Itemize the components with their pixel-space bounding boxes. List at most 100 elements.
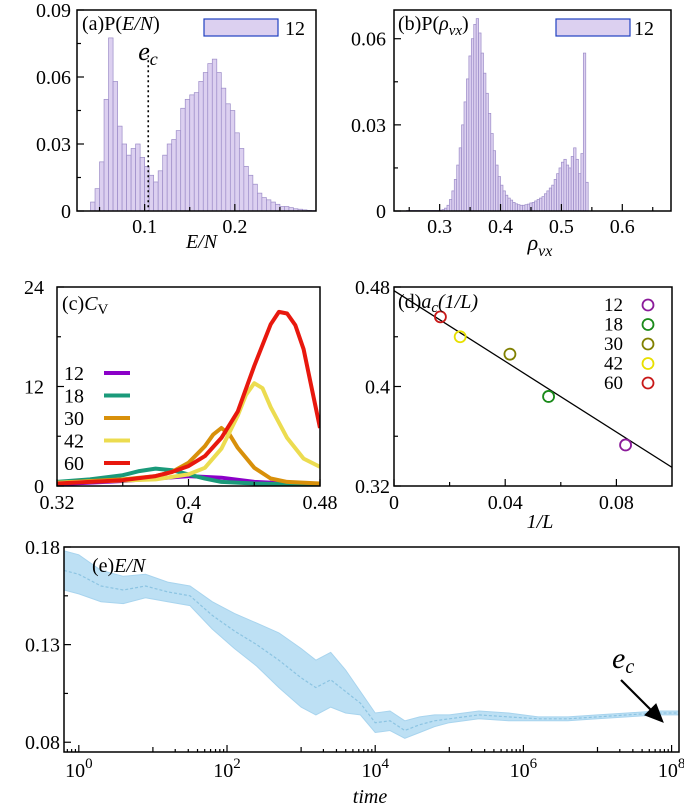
histogram-bar bbox=[451, 190, 455, 212]
y-tick-label: 0 bbox=[376, 201, 386, 223]
histogram-bar bbox=[570, 156, 574, 212]
x-axis-label: time bbox=[353, 786, 388, 808]
panel-a: ec 0 0.03 0.06 0.09 0.1 0.2E/N (a)P(E/N) 12 bbox=[36, 0, 317, 253]
histogram-bar bbox=[252, 183, 258, 212]
x-tick-label: 0.3 bbox=[427, 216, 452, 238]
histogram-bar bbox=[275, 203, 281, 212]
panel-title: (d)ac(1/L) bbox=[398, 291, 478, 316]
mean-line bbox=[63, 569, 679, 732]
histogram-bar bbox=[509, 199, 514, 212]
histogram-bar bbox=[563, 158, 567, 212]
histogram-bar bbox=[475, 18, 479, 212]
histogram-bar bbox=[541, 196, 545, 212]
histogram-bar bbox=[189, 94, 195, 212]
histogram-bar bbox=[507, 197, 511, 212]
histogram-bar bbox=[575, 158, 579, 212]
histogram-bar bbox=[243, 165, 249, 212]
x-tick-label: 0.04 bbox=[488, 492, 523, 514]
histogram-bar bbox=[466, 78, 470, 212]
x-tick-label: 0.32 bbox=[40, 492, 75, 514]
y-tick-label: 0.09 bbox=[36, 0, 71, 22]
legend-swatch bbox=[555, 18, 631, 37]
histogram-bar bbox=[94, 188, 100, 212]
histogram-bar bbox=[166, 143, 173, 212]
y-tick-label: 0.03 bbox=[351, 115, 386, 137]
histogram-bar bbox=[453, 179, 458, 212]
histogram-bar bbox=[519, 204, 523, 212]
histogram-bar bbox=[157, 170, 164, 212]
series-line-42 bbox=[57, 381, 320, 485]
histogram-bar bbox=[261, 197, 267, 212]
histogram-bar bbox=[492, 150, 497, 212]
legend-label: 60 bbox=[604, 373, 623, 394]
histogram-bar bbox=[126, 154, 132, 212]
x-axis-label: E/N bbox=[185, 231, 219, 253]
histogram-bar bbox=[238, 148, 245, 212]
histogram-bar bbox=[198, 81, 204, 212]
histogram-bar bbox=[480, 52, 484, 212]
panel-e: 0.08 0.13 0.18 100 102 104 106 108 time (e)E/N ec bbox=[25, 537, 684, 808]
y-tick-label: 0.06 bbox=[351, 29, 386, 51]
ec-arrow-shaft bbox=[620, 679, 656, 715]
histogram-bar bbox=[473, 24, 477, 212]
series-line-18 bbox=[57, 466, 320, 486]
y-tick-label: 0.08 bbox=[25, 732, 60, 754]
plot-frame bbox=[393, 9, 672, 212]
histogram-bar bbox=[99, 161, 105, 212]
panel-title: (c)CV bbox=[62, 293, 109, 318]
legend-label: 30 bbox=[64, 408, 84, 430]
legend-marker-12 bbox=[641, 298, 655, 312]
data-point-42 bbox=[453, 330, 467, 344]
histogram-bar bbox=[539, 197, 543, 212]
histogram-bar bbox=[580, 153, 584, 212]
histogram-bar bbox=[548, 187, 553, 212]
histogram-bar bbox=[266, 199, 272, 212]
histogram-bar bbox=[573, 147, 577, 212]
y-tick-label: 0 bbox=[61, 201, 71, 223]
histogram-bar bbox=[144, 165, 150, 212]
y-tick-label: 0 bbox=[34, 476, 44, 498]
ec-annotation: ec bbox=[612, 642, 634, 678]
histogram-bar bbox=[135, 143, 141, 212]
histogram-bar bbox=[517, 204, 521, 212]
histogram-bar bbox=[171, 139, 177, 212]
histogram-bar bbox=[130, 148, 136, 212]
y-tick-label: 0.32 bbox=[355, 476, 390, 498]
histogram-bar bbox=[468, 55, 472, 212]
histogram-bar bbox=[225, 103, 231, 212]
x-tick-label: 0 bbox=[389, 492, 399, 514]
ec-annotation: ec bbox=[138, 37, 158, 69]
histogram-bar bbox=[568, 167, 572, 212]
histogram-bar bbox=[578, 173, 582, 212]
histogram-bar bbox=[216, 72, 222, 212]
histogram-bar bbox=[470, 38, 475, 212]
histogram-bar bbox=[162, 154, 168, 212]
histogram-bar bbox=[112, 81, 118, 212]
histogram-bar bbox=[270, 201, 276, 212]
x-tick-label: 104 bbox=[361, 756, 389, 782]
fit-line bbox=[394, 290, 672, 468]
histogram-bar bbox=[153, 181, 159, 212]
legend-marker-18 bbox=[641, 318, 655, 331]
legend-marker-42 bbox=[641, 357, 655, 370]
histogram-bar bbox=[458, 147, 462, 212]
histogram-bar bbox=[495, 164, 499, 212]
histogram-bar bbox=[478, 32, 482, 212]
histogram-bar bbox=[483, 72, 487, 212]
histogram-bar bbox=[446, 204, 450, 212]
data-point-30 bbox=[503, 347, 517, 361]
y-tick-label: 0.18 bbox=[25, 537, 60, 559]
histogram-bar bbox=[556, 173, 560, 212]
legend-label: 18 bbox=[64, 386, 84, 408]
histogram-bar bbox=[505, 194, 509, 212]
series-group bbox=[57, 309, 320, 486]
histogram-bar bbox=[534, 200, 538, 212]
histogram-bar bbox=[202, 72, 209, 212]
x-tick-label: 0.2 bbox=[222, 216, 247, 238]
histogram-bar bbox=[139, 157, 145, 212]
legend-label: 12 bbox=[604, 295, 623, 316]
panel-title: (a)P(E/N) bbox=[82, 13, 160, 35]
legend-label: 30 bbox=[604, 334, 623, 355]
x-tick-label: 0.48 bbox=[303, 492, 338, 514]
